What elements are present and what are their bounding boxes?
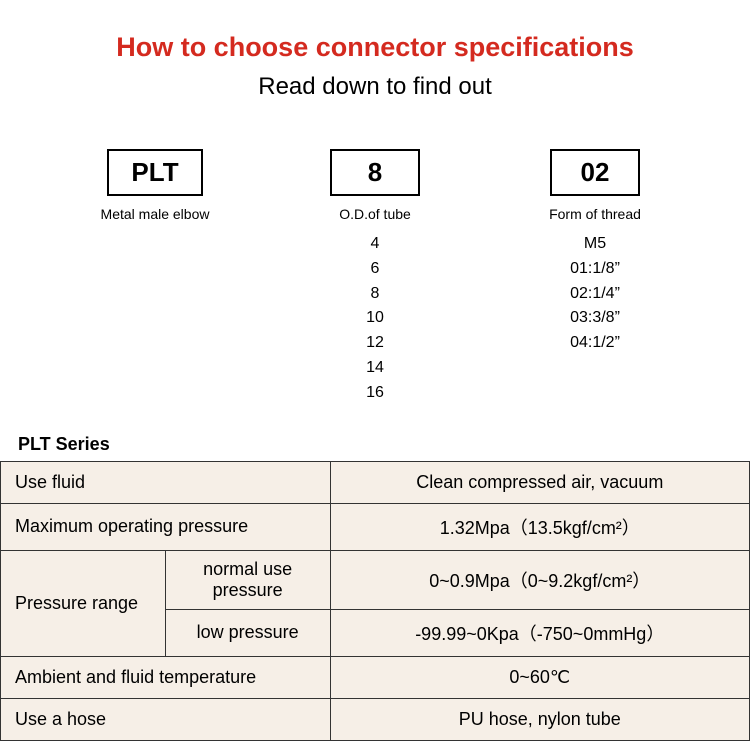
option-value: 6 <box>366 257 384 282</box>
option-value: 10 <box>366 306 384 331</box>
option-value: 4 <box>366 232 384 257</box>
header: How to choose connector specifications R… <box>0 0 750 101</box>
table-row: Ambient and fluid temperature 0~60℃ <box>1 656 750 698</box>
cell-value-use-hose: PU hose, nylon tube <box>330 698 749 740</box>
option-value: 16 <box>366 381 384 406</box>
option-value: 12 <box>366 331 384 356</box>
cell-sublabel-normal-pressure: normal use pressure <box>165 550 330 609</box>
cell-label-max-pressure: Maximum operating pressure <box>1 503 331 550</box>
series-label: PLT Series <box>18 434 750 455</box>
table-row: Maximum operating pressure 1.32Mpa（13.5k… <box>1 503 750 550</box>
cell-label-use-hose: Use a hose <box>1 698 331 740</box>
option-value: 04:1/2” <box>570 331 620 356</box>
code-options-thread: M501:1/8”02:1/4”03:3/8”04:1/2” <box>570 232 620 356</box>
table-row: Use fluid Clean compressed air, vacuum <box>1 461 750 503</box>
code-col-series: PLT Metal male elbow <box>90 149 220 406</box>
cell-value-normal-pressure: 0~0.9Mpa（0~9.2kgf/cm²） <box>330 550 749 609</box>
code-label-tube: O.D.of tube <box>339 206 411 222</box>
code-breakdown-row: PLT Metal male elbow 8 O.D.of tube 46810… <box>0 149 750 406</box>
cell-sublabel-low-pressure: low pressure <box>165 609 330 656</box>
page-subtitle: Read down to find out <box>0 73 750 101</box>
cell-label-use-fluid: Use fluid <box>1 461 331 503</box>
option-value: 03:3/8” <box>570 306 620 331</box>
cell-value-ambient-temp: 0~60℃ <box>330 656 749 698</box>
cell-label-ambient-temp: Ambient and fluid temperature <box>1 656 331 698</box>
code-box-tube: 8 <box>330 149 420 196</box>
option-value: 01:1/8” <box>570 257 620 282</box>
code-box-series: PLT <box>107 149 202 196</box>
code-label-thread: Form of thread <box>549 206 641 222</box>
code-col-tube: 8 O.D.of tube 46810121416 <box>310 149 440 406</box>
cell-value-max-pressure: 1.32Mpa（13.5kgf/cm²） <box>330 503 749 550</box>
cell-value-use-fluid: Clean compressed air, vacuum <box>330 461 749 503</box>
cell-label-pressure-range: Pressure range <box>1 550 166 656</box>
table-row: Use a hose PU hose, nylon tube <box>1 698 750 740</box>
option-value: 02:1/4” <box>570 282 620 307</box>
code-options-tube: 46810121416 <box>366 232 384 406</box>
spec-table: Use fluid Clean compressed air, vacuum M… <box>0 461 750 741</box>
code-col-thread: 02 Form of thread M501:1/8”02:1/4”03:3/8… <box>530 149 660 406</box>
option-value: M5 <box>570 232 620 257</box>
option-value: 14 <box>366 356 384 381</box>
code-box-thread: 02 <box>550 149 640 196</box>
code-label-series: Metal male elbow <box>101 206 210 222</box>
option-value: 8 <box>366 282 384 307</box>
cell-value-low-pressure: -99.99~0Kpa（-750~0mmHg） <box>330 609 749 656</box>
page-title: How to choose connector specifications <box>0 32 750 63</box>
table-row: Pressure range normal use pressure 0~0.9… <box>1 550 750 609</box>
